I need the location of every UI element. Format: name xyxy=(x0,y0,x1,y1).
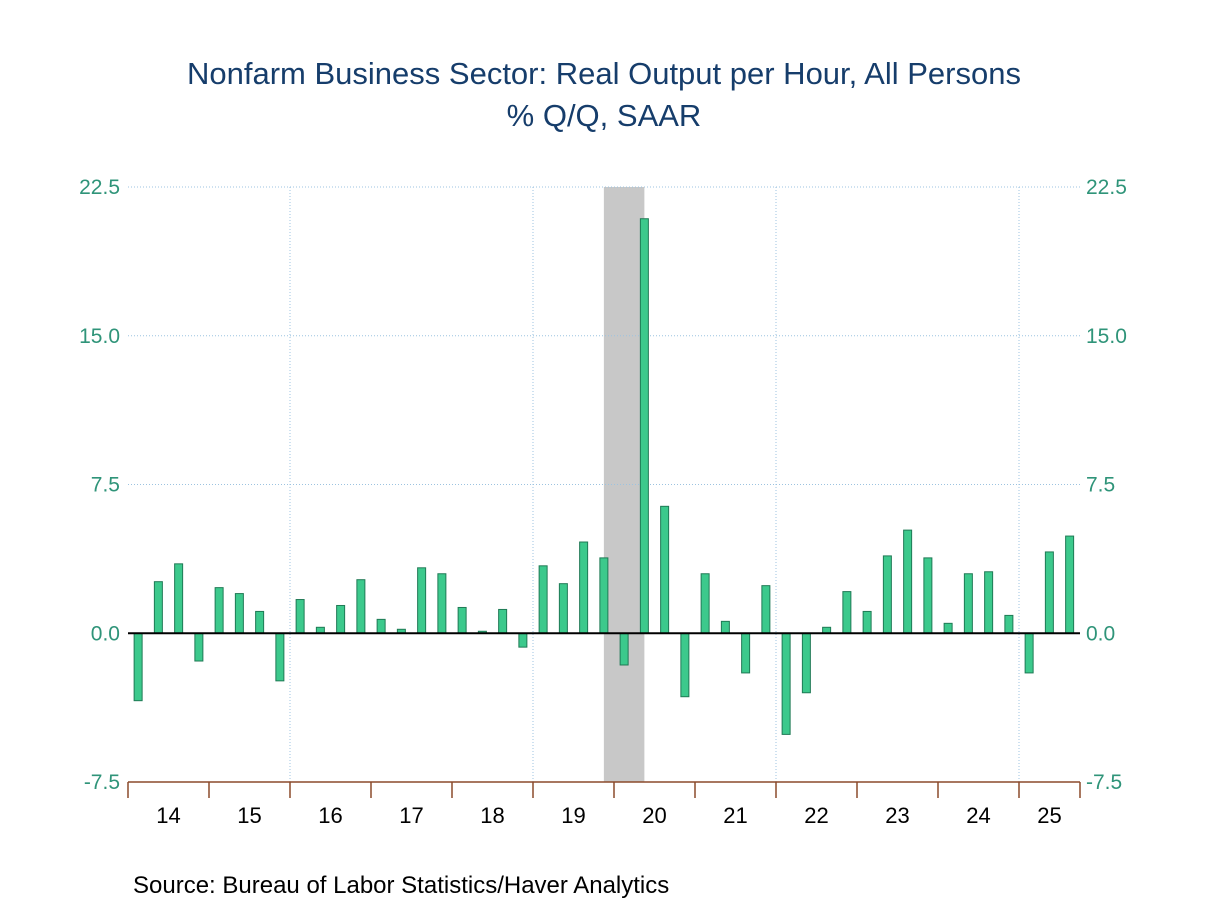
bar xyxy=(599,557,609,634)
chart-title: Nonfarm Business Sector: Real Output per… xyxy=(187,56,1021,91)
bar xyxy=(417,567,427,634)
bar xyxy=(882,555,892,634)
x-tick-label: 23 xyxy=(885,803,909,828)
bar xyxy=(781,632,791,735)
bar xyxy=(700,573,710,634)
bar xyxy=(862,610,872,634)
bar xyxy=(275,632,285,682)
y-tick-left: 0.0 xyxy=(91,622,120,645)
bar xyxy=(356,579,366,634)
bar xyxy=(943,622,953,634)
x-tick-label: 20 xyxy=(642,803,666,828)
x-tick-label: 18 xyxy=(480,803,504,828)
bar xyxy=(255,610,265,634)
bar xyxy=(903,529,913,634)
bar xyxy=(153,581,163,634)
y-tick-right: 22.5 xyxy=(1086,176,1127,199)
chart-subtitle: % Q/Q, SAAR xyxy=(506,98,702,133)
bar xyxy=(194,632,204,662)
y-tick-left: 15.0 xyxy=(79,325,120,348)
x-tick-label: 22 xyxy=(804,803,828,828)
bar xyxy=(295,599,305,634)
x-tick-label: 21 xyxy=(723,803,747,828)
x-tick-label: 19 xyxy=(561,803,585,828)
bar xyxy=(437,573,447,634)
y-tick-left: -7.5 xyxy=(84,771,120,794)
y-tick-right: 7.5 xyxy=(1086,474,1115,497)
y-tick-right: 0.0 xyxy=(1086,622,1115,645)
bar xyxy=(639,218,649,634)
bar xyxy=(923,557,933,634)
x-tick-label: 25 xyxy=(1037,803,1061,828)
bar xyxy=(720,620,730,634)
bar xyxy=(214,587,224,634)
bar xyxy=(538,565,548,634)
bar xyxy=(1024,632,1034,674)
recession-shading xyxy=(603,187,645,782)
bar xyxy=(984,571,994,634)
bar xyxy=(579,541,589,634)
bar xyxy=(457,606,467,634)
bar xyxy=(619,632,629,666)
y-tick-right: 15.0 xyxy=(1086,325,1127,348)
y-tick-left: 22.5 xyxy=(79,176,120,199)
bar xyxy=(761,585,771,634)
bar xyxy=(963,573,973,634)
bar xyxy=(1044,551,1054,634)
bar xyxy=(174,563,184,634)
bar xyxy=(842,591,852,634)
y-tick-left: 7.5 xyxy=(91,474,120,497)
bar xyxy=(498,608,508,634)
bar xyxy=(133,632,143,702)
bar xyxy=(741,632,751,674)
bar xyxy=(1004,614,1014,634)
x-tick-label: 16 xyxy=(318,803,342,828)
bar xyxy=(336,604,346,634)
bar xyxy=(801,632,811,694)
bar xyxy=(558,583,568,634)
x-tick-label: 14 xyxy=(156,803,180,828)
x-tick-label: 15 xyxy=(237,803,261,828)
bar xyxy=(660,505,670,634)
y-tick-right: -7.5 xyxy=(1086,771,1122,794)
bar xyxy=(680,632,690,698)
bar xyxy=(518,632,528,648)
x-tick-label: 17 xyxy=(399,803,423,828)
bar xyxy=(376,618,386,634)
bar xyxy=(234,593,244,634)
source-note: Source: Bureau of Labor Statistics/Haver… xyxy=(133,872,670,899)
x-tick-label: 24 xyxy=(966,803,990,828)
bar xyxy=(1065,535,1075,634)
